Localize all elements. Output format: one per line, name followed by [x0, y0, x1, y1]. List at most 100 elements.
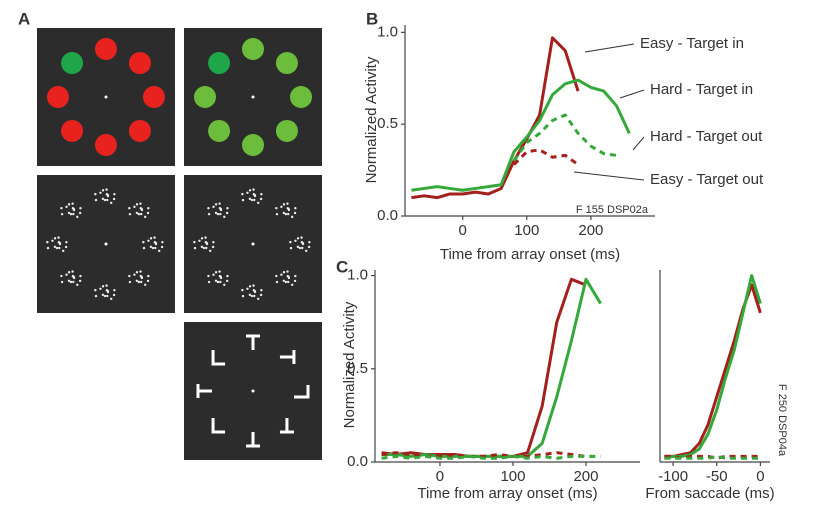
motion-dot — [94, 288, 97, 292]
motion-dot — [53, 237, 57, 240]
motion-dot — [69, 280, 73, 284]
stimulus-dot — [61, 52, 84, 75]
data-line — [411, 78, 631, 192]
motion-dot — [282, 279, 286, 282]
motion-dot — [296, 237, 300, 240]
motion-dot — [259, 197, 263, 201]
y-tick-label: 1.0 — [377, 23, 398, 40]
motion-dot — [246, 191, 249, 194]
motion-dot — [248, 197, 252, 201]
motion-dot — [67, 271, 71, 274]
stimulus-dot — [194, 86, 216, 108]
motion-dot — [135, 279, 139, 282]
motion-dot — [149, 237, 153, 240]
motion-dot — [216, 212, 220, 216]
data-line — [512, 148, 579, 166]
motion-dot — [146, 279, 150, 283]
fixation — [251, 242, 255, 246]
motion-dot — [246, 287, 249, 290]
fixation — [104, 95, 108, 99]
motion-dot — [282, 271, 286, 274]
motion-dot — [101, 293, 105, 297]
motion-dot — [135, 271, 139, 274]
motion-dot — [128, 212, 132, 216]
motion-dot — [103, 294, 107, 298]
motion-dot — [128, 280, 132, 284]
x-axis-label: Time from array onset (ms) — [417, 485, 597, 502]
stimulus-dot — [208, 119, 231, 142]
motion-dot — [65, 205, 68, 209]
x-tick-label: 0 — [756, 468, 764, 485]
motion-dot — [218, 207, 222, 210]
motion-dot — [139, 270, 142, 273]
motion-dot — [241, 192, 244, 196]
motion-dot — [286, 212, 290, 216]
motion-dot — [94, 198, 98, 202]
motion-dot — [142, 240, 145, 244]
motion-dot — [218, 274, 222, 278]
x-tick-label: 200 — [573, 468, 598, 485]
motion-dot — [290, 283, 294, 286]
letter-shape — [279, 350, 296, 365]
series-label: Hard - Target out — [650, 128, 763, 145]
motion-dot — [300, 236, 303, 239]
motion-dot — [298, 246, 302, 250]
motion-dot — [207, 212, 211, 216]
motion-dot — [252, 284, 255, 287]
motion-dot — [151, 246, 155, 250]
motion-dot — [214, 211, 218, 215]
motion-dot — [218, 270, 221, 273]
motion-dot — [105, 188, 108, 191]
series-label: Easy - Target out — [650, 171, 764, 188]
motion-dot — [284, 280, 288, 284]
letter-shape — [196, 384, 212, 398]
motion-dot — [137, 212, 141, 216]
motion-dot — [198, 239, 201, 242]
data-line — [381, 277, 587, 458]
panel-label: B — [366, 9, 378, 28]
motion-dot — [153, 240, 157, 244]
letter-shape — [211, 417, 226, 434]
motion-dot — [202, 246, 206, 250]
motion-dot — [139, 202, 142, 205]
motion-dot — [204, 240, 208, 244]
motion-dot — [260, 288, 263, 292]
x-tick-label: -50 — [706, 468, 728, 485]
motion-dot — [252, 192, 256, 196]
motion-dot — [101, 285, 105, 288]
motion-dot — [142, 246, 146, 250]
motion-dot — [308, 240, 311, 244]
motion-dot — [161, 240, 164, 244]
motion-dot — [79, 274, 82, 278]
motion-dot — [275, 280, 279, 284]
data-line — [381, 451, 587, 458]
motion-dot — [79, 207, 82, 210]
motion-dot — [214, 279, 218, 282]
motion-dot — [294, 239, 297, 242]
motion-dot — [160, 245, 164, 249]
stimulus-dot — [275, 52, 298, 75]
motion-dot — [65, 240, 68, 244]
y-axis-label: Normalized Activity — [363, 56, 380, 183]
panel-label: C — [336, 257, 348, 276]
motion-dot — [250, 198, 254, 202]
motion-dot — [284, 212, 288, 216]
motion-dot — [78, 211, 82, 215]
motion-dot — [62, 249, 65, 253]
motion-dot — [69, 212, 73, 216]
motion-dot — [286, 270, 289, 273]
series-label: Hard - Target in — [650, 81, 753, 98]
motion-dot — [154, 246, 157, 250]
motion-dot — [76, 215, 79, 219]
motion-dot — [207, 274, 210, 278]
motion-dot — [207, 280, 211, 284]
motion-dot — [139, 274, 142, 278]
motion-dot — [282, 203, 286, 206]
motion-dot — [193, 246, 197, 250]
motion-dot — [105, 288, 109, 292]
y-axis-label: Normalized Activity — [341, 301, 358, 428]
motion-dot — [76, 283, 79, 286]
motion-dot — [99, 191, 102, 194]
motion-dot — [286, 274, 289, 278]
